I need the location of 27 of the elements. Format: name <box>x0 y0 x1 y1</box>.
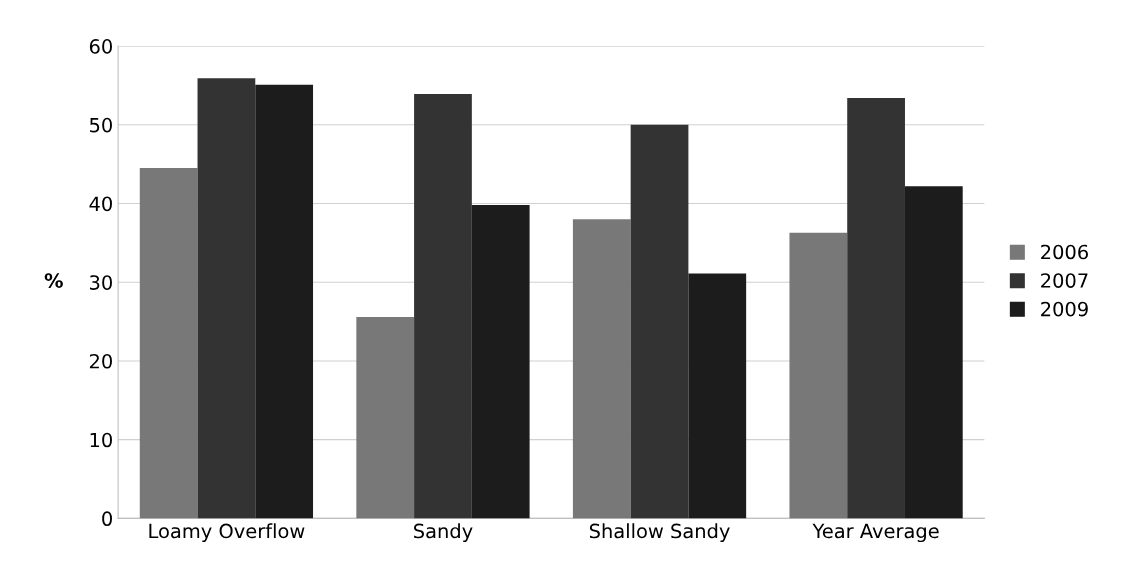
bar <box>789 232 848 519</box>
bar <box>197 78 256 519</box>
legend-label: 2009 <box>1041 301 1088 317</box>
legend-label: 2006 <box>1041 244 1088 260</box>
bar <box>630 124 689 519</box>
bar <box>255 84 314 519</box>
bar <box>356 316 415 519</box>
bar <box>139 168 198 519</box>
x-tick-label: Sandy <box>414 523 473 543</box>
bar <box>572 219 631 519</box>
y-tick-label: 60 <box>89 39 112 54</box>
y-tick-label: 20 <box>89 353 112 369</box>
bar <box>414 94 472 519</box>
bar <box>904 186 963 519</box>
y-tick-label: 10 <box>90 432 112 448</box>
y-tick-label: 50 <box>90 117 112 133</box>
y-tick-label: 40 <box>89 196 112 212</box>
y-tick-label: 0 <box>102 511 112 527</box>
x-tick-label: Year Average <box>812 523 939 543</box>
x-tick-label: Loamy Overflow <box>149 523 305 543</box>
bar <box>847 98 905 519</box>
y-axis-title: % <box>44 273 63 288</box>
bar <box>471 205 530 519</box>
bar <box>688 273 747 519</box>
y-tick-label: 30 <box>90 275 112 290</box>
legend-label: 2007 <box>1041 273 1088 288</box>
x-tick-label: Shallow Sandy <box>589 523 730 543</box>
